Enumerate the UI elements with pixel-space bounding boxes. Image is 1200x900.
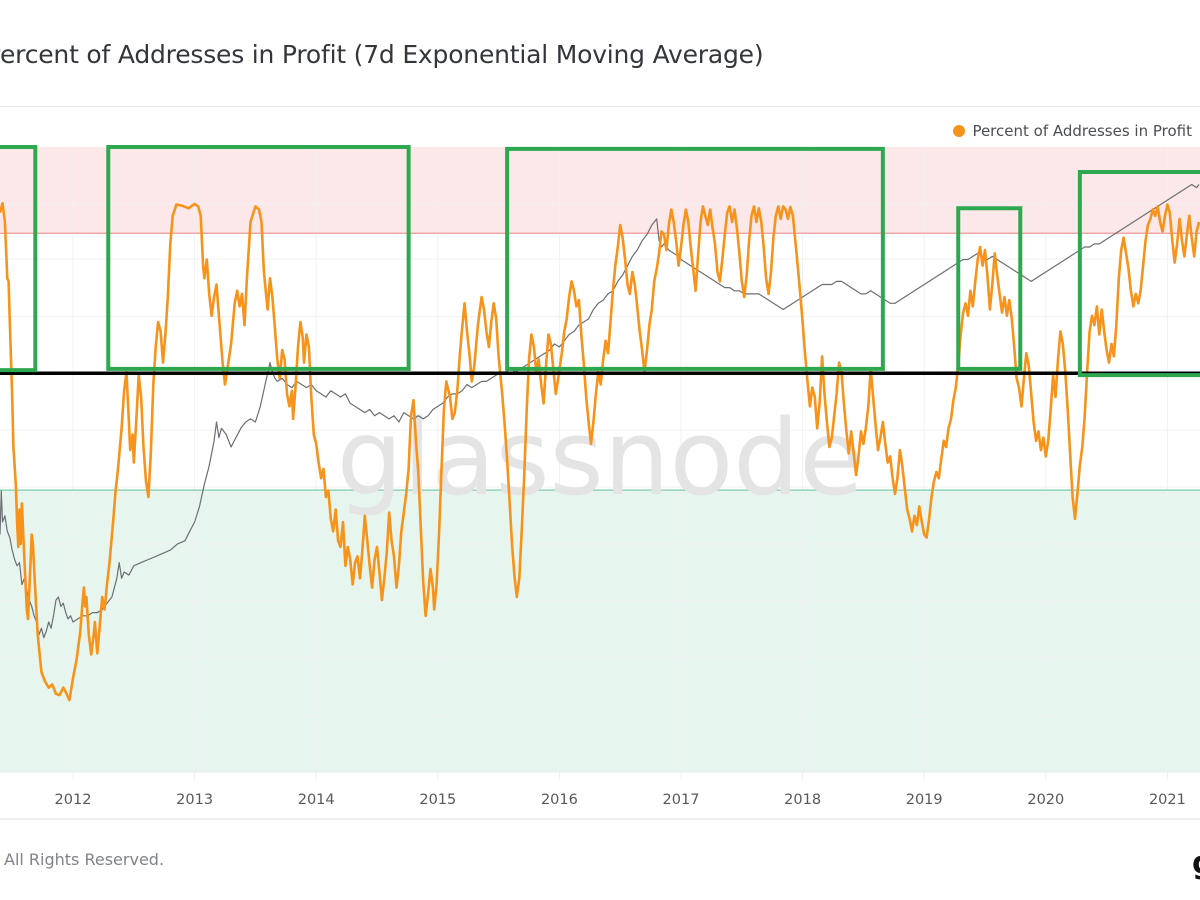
highlight-box bbox=[505, 146, 885, 371]
highlight-box bbox=[956, 206, 1023, 371]
x-tick-label: 2016 bbox=[541, 792, 578, 808]
glassnode-logo: g bbox=[1192, 846, 1200, 881]
x-tick-label: 2018 bbox=[784, 792, 821, 808]
footer-divider bbox=[0, 818, 1200, 820]
x-tick-label: 2019 bbox=[906, 792, 943, 808]
watermark: glassnode bbox=[337, 397, 864, 519]
x-tick-label: 2014 bbox=[298, 792, 335, 808]
series-line-percent-in-profit bbox=[0, 202, 1200, 702]
x-tick-label: 2021 bbox=[1149, 792, 1186, 808]
x-tick-label: 2013 bbox=[176, 792, 213, 808]
legend[interactable]: Percent of Addresses in Profit bbox=[953, 122, 1192, 140]
header-divider bbox=[0, 106, 1200, 107]
chart-title: Percent of Addresses in Profit (7d Expon… bbox=[0, 40, 764, 69]
x-tick-label: 2012 bbox=[55, 792, 92, 808]
highlight-box bbox=[0, 145, 38, 373]
legend-dot-orange bbox=[953, 125, 966, 137]
lower-green-zone-band bbox=[0, 490, 1200, 772]
legend-label: Percent of Addresses in Profit bbox=[972, 122, 1192, 140]
highlight-box bbox=[106, 145, 411, 371]
chart-plot: glassnode 2012 2013 2014 2015 2016 2017 2018 201… bbox=[0, 145, 1200, 808]
x-tick-label: 2015 bbox=[419, 792, 456, 808]
highlight-box bbox=[1077, 170, 1200, 378]
x-tick-label: 2020 bbox=[1027, 792, 1064, 808]
footer-copyright: All Rights Reserved. bbox=[4, 850, 165, 869]
x-tick-label: 2017 bbox=[663, 792, 700, 808]
